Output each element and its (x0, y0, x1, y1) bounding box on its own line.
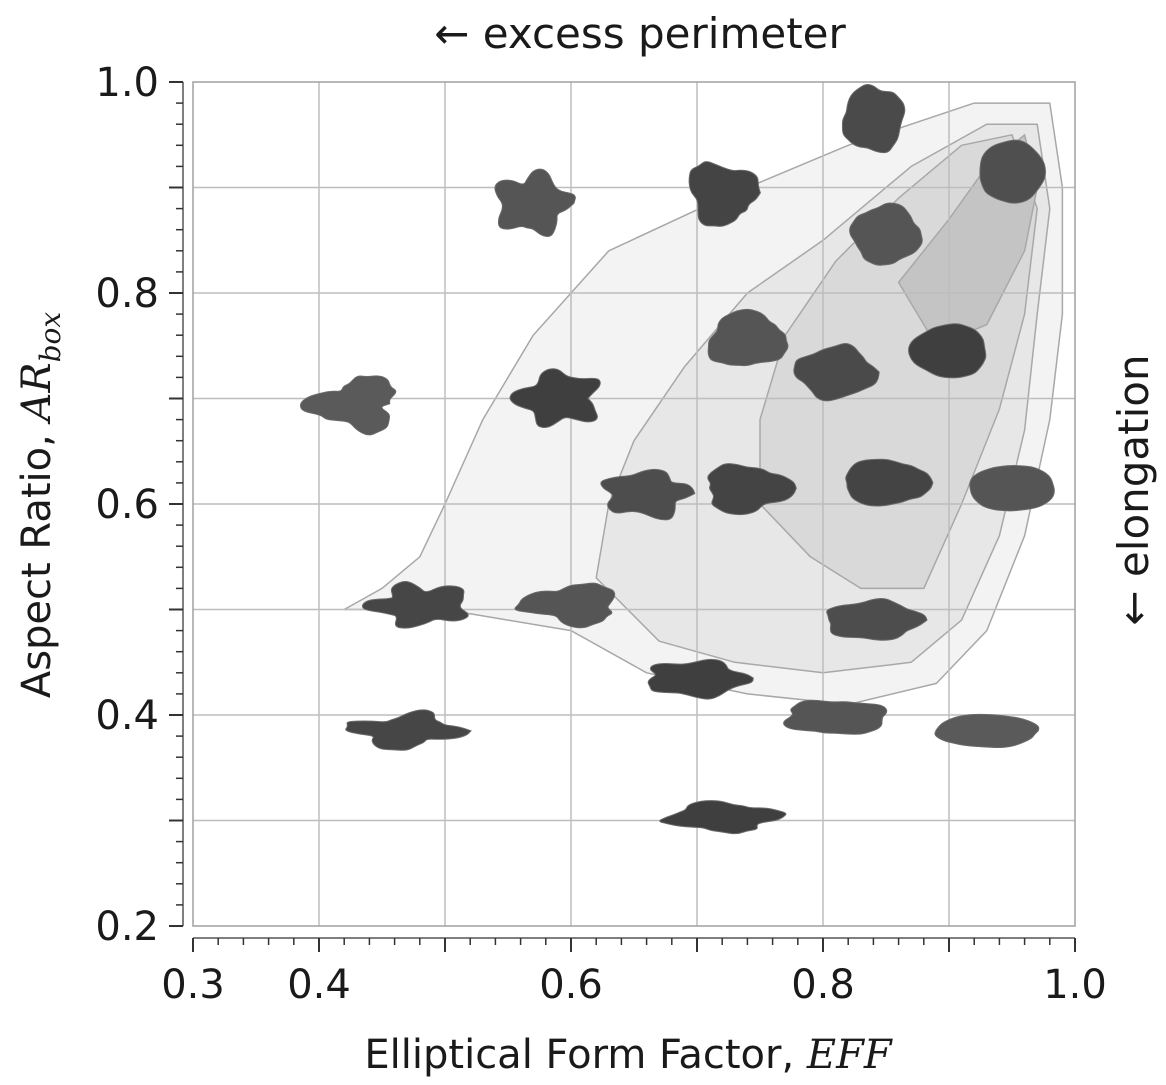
grid-lines (193, 82, 1075, 926)
top-note: ← excess perimeter (434, 9, 846, 58)
particle-image (934, 713, 1040, 749)
y-axis-title-text: Aspect Ratio, (14, 421, 60, 698)
y-axis-title-subscript: box (34, 312, 67, 363)
particle-image (793, 342, 880, 402)
x-tick-label: 1.0 (1043, 962, 1107, 1008)
particle-images (299, 84, 1055, 835)
particle-image (841, 84, 906, 154)
particle-image (647, 658, 754, 700)
y-axis-title-symbol: AR (14, 362, 60, 425)
particle-image (494, 168, 576, 237)
x-axis-title: Elliptical Form Factor, EFF (364, 1032, 892, 1078)
particle-image (600, 468, 696, 521)
particle-image (849, 202, 923, 266)
particle-image (688, 161, 761, 227)
particle-image (845, 458, 934, 507)
particle-image (299, 375, 397, 436)
particle-image (509, 368, 601, 428)
particle-image (783, 699, 888, 735)
x-tick-label: 0.4 (287, 962, 351, 1008)
y-axis-title: Aspect Ratio, ARbox (14, 312, 67, 699)
y-tick-label: 1.0 (95, 60, 159, 106)
particle-image (979, 139, 1047, 204)
y-tick-label: 0.2 (95, 904, 159, 950)
tick-labels: 0.2 0.4 0.6 0.8 1.0 0.3 0.4 0.6 0.8 1.0 (95, 60, 1106, 1008)
particle-image (659, 800, 787, 835)
y-tick-label: 0.6 (95, 482, 159, 528)
particle-image (361, 581, 469, 629)
plot-frame (192, 81, 1076, 927)
axes (169, 81, 1076, 952)
particle-image (707, 463, 797, 516)
x-axis-title-symbol: EFF (806, 1032, 893, 1078)
x-tick-label: 0.3 (161, 962, 225, 1008)
particle-image (908, 323, 987, 379)
particle-image (514, 582, 616, 629)
y-tick-label: 0.8 (95, 271, 159, 317)
particle-image (969, 465, 1055, 512)
particle-image (826, 598, 928, 641)
y-tick-label: 0.4 (95, 693, 159, 739)
particle-image (707, 308, 789, 367)
x-tick-label: 0.6 (539, 962, 603, 1008)
particle-image (345, 709, 472, 751)
right-note: ← elongation (1109, 354, 1158, 625)
x-tick-label: 0.8 (791, 962, 855, 1008)
x-axis-title-text: Elliptical Form Factor, (364, 1032, 806, 1078)
